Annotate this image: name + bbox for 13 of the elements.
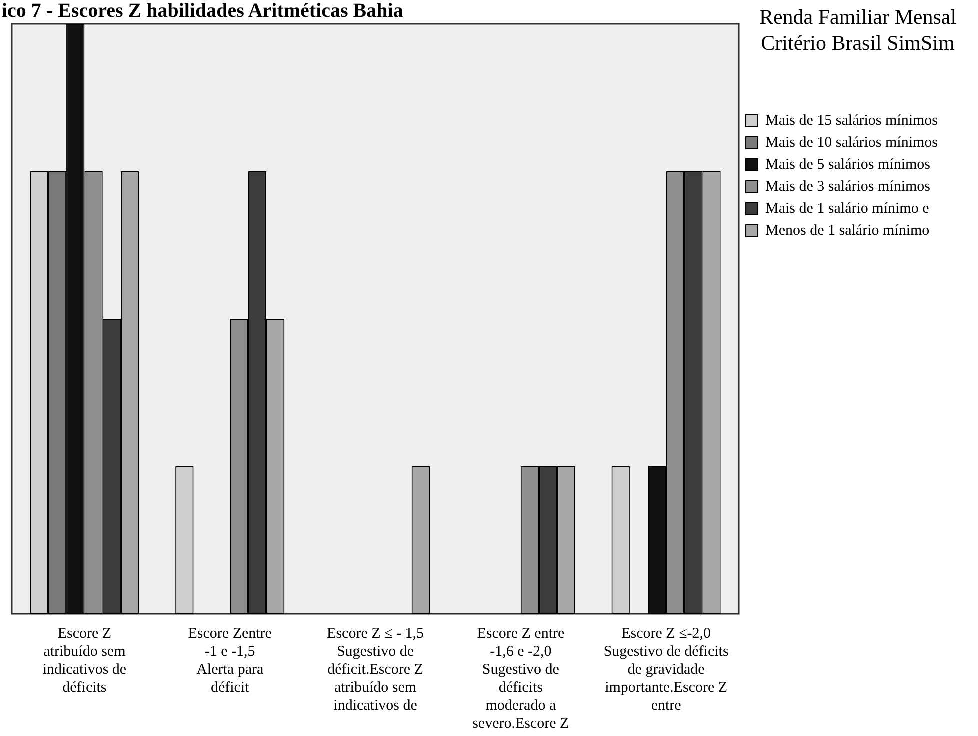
- x-tick-label: Escore Z ≤ - 1,5 Sugestivo de déficit.Escore Z atribuído sem indicativos de: [327, 626, 424, 714]
- legend-label: Mais de 15 salários mínimos: [766, 112, 938, 129]
- legend-title: Renda Familiar Mensal Critério Brasil SimSim: [758, 4, 958, 56]
- legend-label: Mais de 1 salário mínimo e: [766, 200, 930, 217]
- x-tick-label: Escore Z ≤-2,0 Sugestivo de déficits de gravidade importante.Escore Z entre: [604, 626, 729, 714]
- legend-label: Mais de 10 salários mínimos: [766, 134, 938, 151]
- x-tick-label: Escore Z entre -1,6 e -2,0 Sugestivo de déficits moderado a severo.Escore Z: [472, 626, 570, 732]
- chart-title: ico 7 - Escores Z habilidades Aritméticas Bahia: [2, 0, 404, 22]
- x-tick-label: Escore Z atribuído sem indicativos de déficits: [42, 626, 127, 696]
- legend-label: Menos de 1 salário mínimo: [766, 222, 930, 239]
- x-tick-label: Escore Zentre -1 e -1,5 Alerta para déficit: [188, 626, 272, 696]
- legend-label: Mais de 5 salários mínimos: [766, 156, 931, 173]
- legend-label: Mais de 3 salários mínimos: [766, 178, 931, 195]
